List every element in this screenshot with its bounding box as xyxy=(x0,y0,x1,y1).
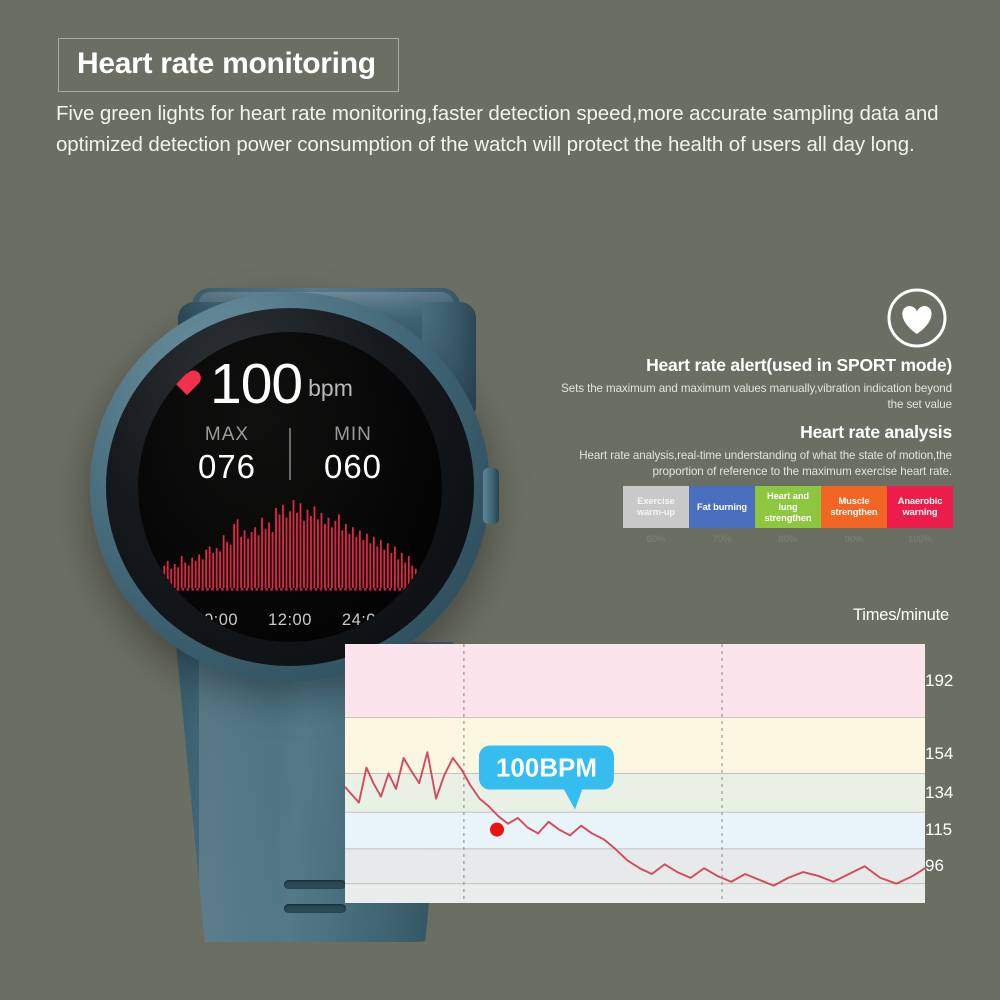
svg-text:100BPM: 100BPM xyxy=(496,753,597,783)
zone-percent: 60% xyxy=(646,533,666,544)
zone-1: Exercise warm-up xyxy=(623,486,689,528)
zone-3: Heart and lung strengthen xyxy=(755,486,821,528)
page-description: Five green lights for heart rate monitor… xyxy=(56,102,939,156)
min-column: MIN 060 xyxy=(301,424,405,486)
time-tick: 00:00 xyxy=(194,611,239,629)
heart-icon xyxy=(172,371,202,398)
zone-percent: 100% xyxy=(908,533,932,544)
zone-4: Muscle strengthen xyxy=(821,486,887,528)
smartwatch-product-image: 100 bpm MAX 076 MIN 060 xyxy=(60,250,530,990)
bpm-unit: bpm xyxy=(308,375,353,402)
heart-rate-analysis-title: Heart rate analysis xyxy=(800,422,952,442)
max-value: 076 xyxy=(197,448,257,485)
watch-time-axis: 00:00 12:00 24:00 xyxy=(138,611,442,630)
min-max-row: MAX 076 MIN 060 xyxy=(138,424,442,486)
chart-y-axis-labels: 192 154 134 115 96 xyxy=(925,644,995,903)
max-label: MAX xyxy=(204,424,250,445)
chart-y-axis-title: Times/minute xyxy=(853,606,950,624)
page-title-box: Heart rate monitoring xyxy=(58,38,399,92)
watch-crown-button[interactable] xyxy=(483,468,499,524)
heart-rate-alert-description: Sets the maximum and maximum values manu… xyxy=(561,382,952,411)
heart-rate-analysis-section: Heart rate analysis Heart rate analysis,… xyxy=(550,422,952,480)
time-tick: 24:00 xyxy=(341,611,386,629)
heart-rate-zone-legend: Exercise warm-up Fat burning Heart and lun… xyxy=(623,486,953,544)
strap-slot xyxy=(284,904,346,913)
zone-percent: 90% xyxy=(844,533,864,544)
current-heart-rate-row: 100 bpm xyxy=(172,352,353,416)
heart-in-circle-icon xyxy=(886,287,948,349)
zone-percent-row: 60% 70% 80% 90% 100% xyxy=(623,533,953,544)
y-axis-tick: 96 xyxy=(925,856,944,876)
zone-percent: 70% xyxy=(712,533,732,544)
zone-5: Anaerobic warning xyxy=(887,486,953,528)
y-axis-tick: 154 xyxy=(925,744,954,764)
heart-rate-analysis-description: Heart rate analysis,real-time understand… xyxy=(579,449,952,478)
zone-2: Fat burning xyxy=(689,486,755,528)
strap-slot xyxy=(284,880,346,889)
divider xyxy=(289,428,291,480)
bpm-value: 100 xyxy=(210,352,303,416)
y-axis-tick: 115 xyxy=(925,819,953,839)
min-label: MIN xyxy=(334,424,372,445)
min-value: 060 xyxy=(323,448,383,485)
watch-case: 100 bpm MAX 076 MIN 060 xyxy=(90,292,499,682)
page-title: Heart rate monitoring xyxy=(77,47,376,80)
strap-highlight xyxy=(199,642,275,942)
zone-color-bar: Exercise warm-up Fat burning Heart and lun… xyxy=(623,486,953,528)
watch-screen[interactable]: 100 bpm MAX 076 MIN 060 xyxy=(138,332,442,642)
heart-rate-line-chart: 100BPM xyxy=(345,644,925,903)
time-tick: 12:00 xyxy=(268,611,312,629)
heart-rate-alert-section: Heart rate alert(used in SPORT mode) Set… xyxy=(560,355,952,413)
y-axis-tick: 134 xyxy=(925,782,954,802)
watch-sparkline-chart xyxy=(152,496,428,598)
zone-percent: 80% xyxy=(778,533,798,544)
heart-rate-alert-title: Heart rate alert(used in SPORT mode) xyxy=(646,355,952,375)
max-column: MAX 076 xyxy=(175,424,279,486)
y-axis-tick: 192 xyxy=(925,670,954,690)
